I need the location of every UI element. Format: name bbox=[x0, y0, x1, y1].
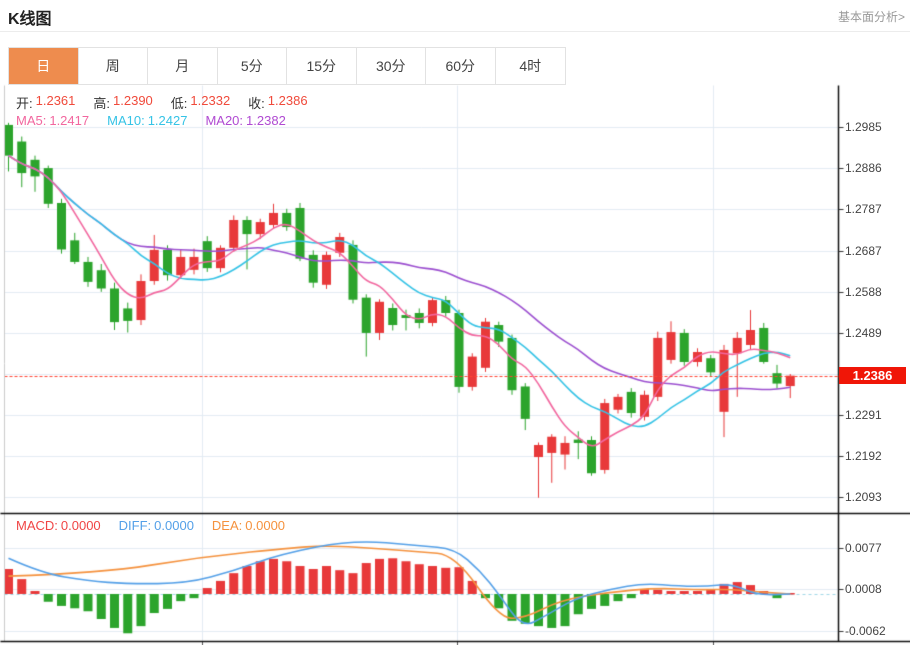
tab-15分[interactable]: 15分 bbox=[287, 48, 357, 84]
dea-readout: DEA: 0.0000 bbox=[212, 518, 285, 533]
macd-axis-label: 0.0008 bbox=[845, 582, 882, 597]
ma5-label: MA5: bbox=[16, 113, 47, 128]
diff-value: 0.0000 bbox=[154, 518, 194, 533]
ma20-value: 1.2382 bbox=[246, 113, 286, 128]
ma-legend: MA5: 1.2417 MA10: 1.2427 MA20: 1.2382 bbox=[16, 113, 286, 128]
page-title: K线图 bbox=[8, 11, 52, 28]
tab-周[interactable]: 周 bbox=[78, 48, 148, 84]
macd-label: MACD: bbox=[16, 518, 58, 533]
close-label: 收: bbox=[248, 96, 265, 111]
open-value: 1.2361 bbox=[35, 93, 76, 108]
diff-readout: DIFF: 0.0000 bbox=[119, 518, 194, 533]
tab-30分[interactable]: 30分 bbox=[356, 48, 426, 84]
open-label: 开: bbox=[16, 96, 33, 111]
price-axis-label: 1.2787 bbox=[845, 202, 882, 217]
tab-日[interactable]: 日 bbox=[9, 48, 79, 84]
low-value: 1.2332 bbox=[190, 93, 231, 108]
fundamental-analysis-link[interactable]: 基本面分析> bbox=[837, 10, 905, 24]
low-readout: 低: 1.2332 bbox=[171, 93, 230, 112]
macd-axis-label: 0.0077 bbox=[845, 541, 882, 556]
current-price-badge: 1.2386 bbox=[839, 367, 906, 384]
header-divider bbox=[0, 31, 910, 32]
high-readout: 高: 1.2390 bbox=[93, 93, 152, 112]
diff-label: DIFF: bbox=[118, 518, 152, 533]
tab-5分[interactable]: 5分 bbox=[217, 48, 287, 84]
ma10-value: 1.2427 bbox=[147, 113, 188, 128]
low-label: 低: bbox=[170, 96, 188, 111]
ohlc-legend: 开: 1.2361 高: 1.2390 低: 1.2332 收: 1.2386 bbox=[16, 93, 308, 112]
ma5-value: 1.2417 bbox=[49, 113, 90, 128]
tab-4时[interactable]: 4时 bbox=[495, 48, 565, 84]
high-label: 高: bbox=[93, 96, 111, 111]
price-axis-label: 1.2093 bbox=[845, 490, 882, 505]
open-readout: 开: 1.2361 bbox=[16, 93, 75, 112]
price-axis-label: 1.2291 bbox=[845, 408, 882, 423]
price-axis-label: 1.2985 bbox=[845, 120, 882, 134]
ma10-label: MA10: bbox=[107, 113, 145, 128]
macd-legend: MACD: 0.0000 DIFF: 0.0000 DEA: 0.0000 bbox=[16, 518, 285, 533]
tab-月[interactable]: 月 bbox=[148, 48, 218, 84]
price-axis-label: 1.2192 bbox=[845, 449, 882, 464]
close-value: 1.2386 bbox=[267, 93, 308, 108]
ma5-readout: MA5: 1.2417 bbox=[16, 113, 89, 128]
close-readout: 收: 1.2386 bbox=[248, 93, 307, 112]
macd-readout: MACD: 0.0000 bbox=[16, 518, 101, 533]
dea-value: 0.0000 bbox=[245, 518, 286, 533]
high-value: 1.2390 bbox=[113, 93, 153, 108]
dea-label: DEA: bbox=[211, 518, 243, 533]
price-axis-label: 1.2886 bbox=[845, 161, 882, 176]
period-tabbar: 日周月 5分 15分 30分 60分 4时 bbox=[8, 47, 566, 85]
macd-axis-label: -0.0062 bbox=[845, 623, 886, 638]
ma10-readout: MA10: 1.2427 bbox=[107, 113, 187, 128]
ma20-label: MA20: bbox=[205, 113, 244, 128]
tab-60分[interactable]: 60分 bbox=[426, 48, 496, 84]
price-axis-label: 1.2588 bbox=[845, 284, 882, 299]
price-axis-label: 1.2687 bbox=[845, 243, 882, 258]
ma20-readout: MA20: 1.2382 bbox=[205, 113, 285, 128]
price-axis-label: 1.2489 bbox=[845, 325, 882, 340]
macd-value: 0.0000 bbox=[60, 518, 101, 533]
